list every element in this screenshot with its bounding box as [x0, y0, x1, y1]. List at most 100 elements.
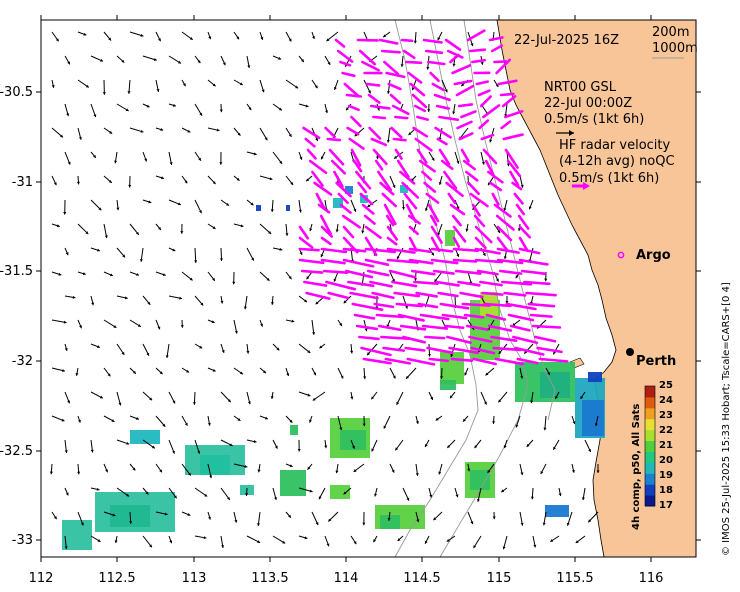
- side-caption: © IMOS 25-Jul-2025 15:33 Hobart; Tscale=…: [721, 282, 732, 556]
- model-arrow-head: [64, 546, 68, 550]
- radar-arrow: [383, 60, 400, 76]
- model-arrow-head: [572, 421, 576, 425]
- colorbar-tick-label: 24: [659, 395, 673, 406]
- model-arrow-head: [151, 445, 155, 449]
- colorbar-swatch: [645, 418, 655, 431]
- model-arrow-head: [333, 278, 337, 282]
- model-arrow-head: [431, 157, 435, 161]
- model-arrow-head: [80, 522, 84, 526]
- model-arrow-head: [51, 85, 55, 88]
- model-arrow-head: [132, 467, 136, 471]
- model-arrow-head: [596, 470, 600, 474]
- radar-arrow: [315, 192, 326, 210]
- argo-marker[interactable]: [617, 251, 625, 259]
- radar-arrow: [372, 148, 388, 166]
- sst-patch: [62, 520, 92, 550]
- model-arrow-head: [503, 256, 507, 260]
- model-arrow-head: [164, 512, 168, 516]
- model-arrow-head: [237, 132, 241, 136]
- model-arrow-head: [172, 400, 176, 404]
- model-arrow-head: [440, 376, 444, 379]
- radar-arrow: [493, 60, 508, 64]
- model-arrow-head: [169, 540, 173, 544]
- radar-arrow: [414, 137, 433, 152]
- radar-arrow: [441, 313, 468, 320]
- model-arrow-head: [114, 540, 118, 544]
- model-arrow-head: [520, 472, 524, 476]
- radar-arrow: [343, 82, 360, 97]
- radar-arrow: [390, 126, 403, 139]
- radar-arrow: [531, 324, 562, 329]
- model-arrow-head: [159, 469, 162, 473]
- model-arrow-head: [540, 471, 544, 475]
- model-arrow-head: [219, 258, 223, 261]
- radar-arrow: [474, 247, 501, 255]
- model-arrow-head: [449, 395, 453, 399]
- radar-arrow: [325, 280, 357, 291]
- radar-arrow: [415, 291, 438, 298]
- model-arrow-head: [270, 396, 274, 399]
- model-arrow-head: [200, 302, 204, 306]
- radar-arrow: [501, 95, 517, 108]
- model-arrow-head: [208, 36, 212, 40]
- radar-arrow: [527, 302, 556, 308]
- model-arrow-head: [269, 177, 273, 181]
- model-arrow-head: [400, 64, 404, 67]
- model-arrow-head: [581, 497, 585, 501]
- radar-arrow: [501, 280, 533, 286]
- radar-arrow: [468, 48, 487, 53]
- model-arrow-head: [90, 449, 94, 453]
- model-arrow-head: [429, 494, 433, 498]
- radar-arrow: [536, 346, 563, 354]
- model-arrow-head: [208, 516, 212, 520]
- radar-arrow: [298, 236, 314, 249]
- model-arrow-head: [173, 495, 177, 499]
- perth-marker[interactable]: [626, 348, 634, 356]
- radar-label-line3: 0.5m/s (1kt 6h): [559, 171, 659, 186]
- colorbar-tick-label: 17: [659, 500, 673, 511]
- x-axis: 112 112.5 113 113.5 114 114.5 115 115.5 116: [29, 15, 663, 586]
- model-arrow-head: [415, 473, 419, 476]
- model-arrow-head: [246, 350, 250, 354]
- radar-arrow: [320, 236, 332, 246]
- radar-arrow: [378, 38, 399, 45]
- radar-arrow: [373, 302, 395, 309]
- model-arrow-head: [373, 539, 377, 543]
- sst-patch: [280, 470, 306, 496]
- model-arrow-head: [343, 300, 347, 304]
- radar-arrow: [478, 119, 490, 130]
- radar-arrow: [460, 148, 470, 163]
- radar-arrow: [538, 357, 569, 363]
- model-velocity-arrows: [49, 31, 600, 550]
- radar-arrow: [504, 148, 519, 169]
- model-arrow-head: [182, 83, 186, 87]
- radar-arrow: [364, 236, 378, 257]
- model-arrow-head: [411, 87, 415, 91]
- radar-arrow: [337, 192, 349, 205]
- model-arrow-head: [220, 300, 224, 304]
- radar-arrow: [461, 302, 491, 307]
- model-arrow-head: [346, 107, 349, 111]
- model-arrow-head: [234, 519, 238, 523]
- radar-arrow: [372, 115, 387, 120]
- radar-arrow: [361, 60, 380, 72]
- model-arrow-head: [515, 275, 519, 279]
- radar-arrow: [384, 357, 412, 365]
- radar-arrow: [515, 203, 526, 216]
- radar-arrow: [465, 324, 489, 331]
- radar-arrow: [534, 335, 557, 343]
- model-arrow-head: [274, 497, 278, 500]
- radar-arrow: [458, 132, 474, 141]
- radar-arrow: [445, 181, 464, 198]
- model-arrow-head: [247, 65, 251, 69]
- radar-arrow: [482, 148, 498, 165]
- radar-arrow: [304, 137, 316, 148]
- radar-arrow: [403, 192, 418, 210]
- radar-arrow: [450, 357, 474, 362]
- model-arrow-head: [481, 161, 485, 165]
- model-arrow-head: [288, 38, 292, 42]
- model-arrow-head: [447, 445, 451, 448]
- radar-arrow: [408, 258, 434, 265]
- radar-arrow: [482, 104, 501, 119]
- model-arrow-head: [350, 396, 354, 400]
